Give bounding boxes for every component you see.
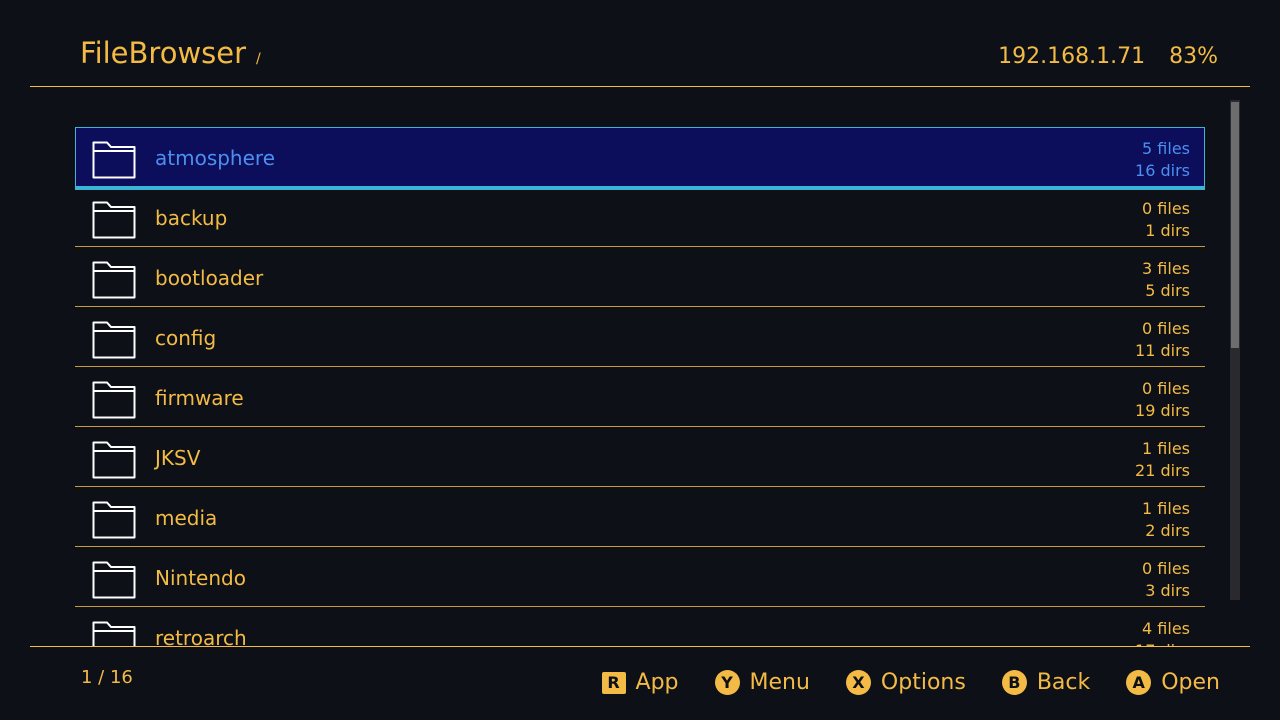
item-counts: 1 files 21 dirs — [1135, 438, 1190, 482]
current-path: / — [256, 51, 261, 67]
item-counts: 0 files 11 dirs — [1135, 318, 1190, 362]
file-count: 0 files — [1142, 379, 1190, 398]
file-count: 5 files — [1142, 139, 1190, 158]
file-count: 0 files — [1142, 199, 1190, 218]
button-hints: R App Y Menu X Options B Back A Open — [601, 670, 1220, 695]
folder-icon — [92, 141, 136, 179]
file-count: 4 files — [1142, 619, 1190, 638]
dir-count: 19 dirs — [1135, 401, 1190, 420]
folder-icon — [92, 381, 136, 419]
list-item[interactable]: media 1 files 2 dirs — [75, 487, 1205, 547]
item-counts: 0 files 1 dirs — [1142, 198, 1190, 242]
scrollbar-thumb[interactable] — [1231, 102, 1239, 348]
hint-label: Open — [1161, 670, 1220, 695]
x-button-icon: X — [845, 670, 871, 695]
file-count: 0 files — [1142, 559, 1190, 578]
item-name: firmware — [155, 386, 244, 410]
file-count: 0 files — [1142, 319, 1190, 338]
hint-label: Back — [1036, 670, 1091, 695]
hint-app[interactable]: R App — [601, 670, 679, 695]
dir-count: 17 dirs — [1135, 640, 1190, 646]
list-item[interactable]: firmware 0 files 19 dirs — [75, 367, 1205, 427]
dir-count: 21 dirs — [1135, 461, 1190, 480]
r-button-icon: R — [601, 671, 626, 694]
file-list: atmosphere 5 files 16 dirs backup 0 files… — [75, 127, 1205, 646]
dir-count: 1 dirs — [1145, 221, 1190, 240]
item-name: media — [155, 506, 218, 530]
b-button-icon: B — [1001, 670, 1027, 695]
footer-divider — [30, 646, 1250, 647]
item-counts: 4 files 17 dirs — [1135, 618, 1190, 646]
item-name: atmosphere — [155, 146, 275, 170]
item-name: retroarch — [155, 626, 247, 646]
file-count: 1 files — [1142, 439, 1190, 458]
list-item[interactable]: bootloader 3 files 5 dirs — [75, 247, 1205, 307]
list-item[interactable]: backup 0 files 1 dirs — [75, 187, 1205, 247]
list-item[interactable]: retroarch 4 files 17 dirs — [75, 607, 1205, 646]
hint-label: Menu — [749, 670, 810, 695]
hint-options[interactable]: X Options — [845, 670, 966, 695]
title-text: FileBrowser — [80, 36, 247, 70]
app-title: FileBrowser / — [80, 36, 261, 70]
hint-menu[interactable]: Y Menu — [714, 670, 810, 695]
item-name: backup — [155, 206, 228, 230]
item-name: Nintendo — [155, 566, 246, 590]
header-divider — [30, 86, 1250, 87]
dir-count: 2 dirs — [1145, 521, 1190, 540]
list-item[interactable]: JKSV 1 files 21 dirs — [75, 427, 1205, 487]
folder-icon — [92, 201, 136, 239]
page-indicator: 1 / 16 — [81, 667, 133, 688]
list-item[interactable]: Nintendo 0 files 3 dirs — [75, 547, 1205, 607]
folder-icon — [92, 561, 136, 599]
item-counts: 0 files 3 dirs — [1142, 558, 1190, 602]
dir-count: 3 dirs — [1145, 581, 1190, 600]
item-name: config — [155, 326, 217, 350]
dir-count: 5 dirs — [1145, 281, 1190, 300]
folder-icon — [92, 621, 136, 646]
battery-level: 83% — [1169, 44, 1218, 69]
file-count: 3 files — [1142, 259, 1190, 278]
dir-count: 11 dirs — [1135, 341, 1190, 360]
dir-count: 16 dirs — [1135, 161, 1190, 180]
scrollbar[interactable] — [1230, 100, 1240, 600]
item-name: bootloader — [155, 266, 264, 290]
hint-label: Options — [880, 670, 966, 695]
item-counts: 0 files 19 dirs — [1135, 378, 1190, 422]
status-bar: 192.168.1.71 83% — [974, 44, 1218, 69]
folder-icon — [92, 321, 136, 359]
item-counts: 3 files 5 dirs — [1142, 258, 1190, 302]
ip-address: 192.168.1.71 — [998, 44, 1146, 69]
list-item[interactable]: atmosphere 5 files 16 dirs — [75, 127, 1205, 190]
hint-back[interactable]: B Back — [1001, 670, 1091, 695]
file-count: 1 files — [1142, 499, 1190, 518]
folder-icon — [92, 501, 136, 539]
folder-icon — [92, 261, 136, 299]
item-name: JKSV — [155, 446, 201, 470]
folder-icon — [92, 441, 136, 479]
a-button-icon: A — [1126, 670, 1152, 695]
y-button-icon: Y — [714, 670, 740, 695]
hint-label: App — [635, 670, 679, 695]
list-item[interactable]: config 0 files 11 dirs — [75, 307, 1205, 367]
hint-open[interactable]: A Open — [1126, 670, 1220, 695]
item-counts: 1 files 2 dirs — [1142, 498, 1190, 542]
item-counts: 5 files 16 dirs — [1135, 138, 1190, 182]
